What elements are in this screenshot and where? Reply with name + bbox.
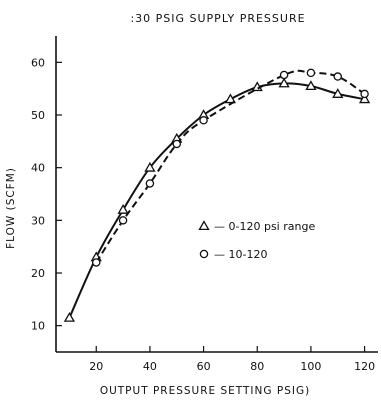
triangle-point [224,93,237,104]
series-1 [63,77,371,322]
triangle-point [358,93,371,104]
y-tick-label: 60 [31,56,45,69]
triangle-point [63,311,76,322]
circle-point [92,258,101,267]
y-tick-label: 40 [31,162,45,175]
legend: — 0-120 psi range — 10-120 [198,220,315,261]
circle-point [333,72,342,81]
tick-group: 20 40 60 80 100 120 10 20 30 40 50 60 [31,56,375,373]
legend-circle-symbol [199,249,209,259]
circle-point [199,116,208,125]
triangle-point [144,161,156,172]
circle-point [279,70,289,80]
y-tick-label: 30 [31,214,45,227]
circle-point [145,179,155,188]
x-tick-label: 100 [300,360,321,373]
circle-point [360,89,369,99]
circle-point [172,139,181,149]
triangle-point [278,77,290,88]
chart-title: :30 PSIG SUPPLY PRESSURE [130,12,305,25]
y-tick-label: 10 [31,320,45,333]
legend-triangle-symbol [198,220,210,231]
x-tick-label: 40 [143,360,157,373]
circle-point [306,68,316,78]
triangle-point [305,80,317,91]
y-tick-label: 50 [31,109,45,122]
x-tick-label: 80 [250,360,264,373]
circle-point [118,216,128,225]
x-tick-label: 20 [89,360,103,373]
series-line [68,82,365,319]
legend-label: — 0-120 psi range [214,220,315,233]
x-tick-label: 60 [197,360,211,373]
x-tick-label: 120 [354,360,375,373]
legend-label: — 10-120 [214,248,267,261]
x-axis-label: OUTPUT PRESSURE SETTING PSIG) [100,385,310,397]
y-axis-label: FLOW (SCFM) [5,167,17,249]
triangle-point [117,203,129,214]
triangle-point [332,88,344,98]
series-2 [92,68,369,267]
series-group [63,68,371,322]
y-tick-label: 20 [31,267,45,280]
